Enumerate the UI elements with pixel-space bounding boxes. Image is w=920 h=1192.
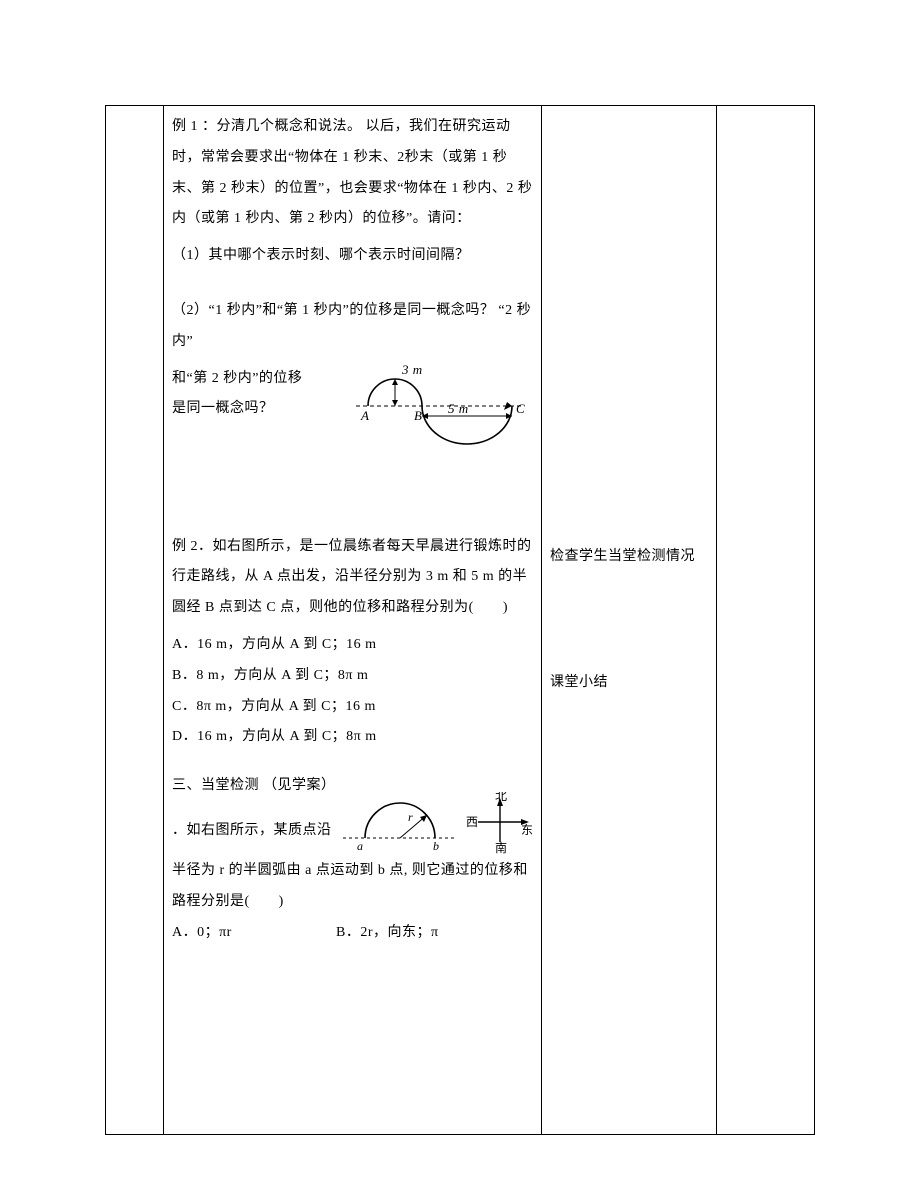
example-2-option-A: A．16 m，方向从 A 到 C；16 m [172, 630, 533, 661]
fig2-north: 北 [495, 792, 508, 803]
question-line1: ．如右图所示，某质点沿 [172, 816, 332, 847]
example-1-q2b-line1: 和“第 2 秒内”的位移 [172, 364, 302, 395]
main-content: 例 1 ：分清几个概念和说法。 以后，我们在研究运动时，常常会要求出“物体在 1… [172, 112, 533, 948]
example-2-option-B: B．8 m，方向从 A 到 C；8π m [172, 661, 533, 692]
question-option-A: A．0；πr [172, 918, 332, 949]
fig1-label-5m: 5 m [448, 401, 469, 416]
example-1-q2a: （2）“1 秒内”和“第 1 秒内”的位移是同一概念吗？ “2 秒内” [172, 296, 533, 358]
fig1-label-B: B [414, 408, 422, 423]
fig2-label-a: a [357, 839, 364, 853]
q2b-with-figure: 和“第 2 秒内”的位移 是同一概念吗？ [172, 364, 533, 444]
example-1-q2b-line2: 是同一概念吗？ [172, 394, 302, 425]
fig2-label-b: b [433, 839, 440, 853]
fig1-label-A: A [360, 408, 369, 423]
fig2-label-r: r [408, 810, 413, 824]
fig2-east: 东 [521, 823, 533, 837]
fig2-south: 南 [495, 840, 508, 854]
notes-content: 检查学生当堂检测情况 课堂小结 [550, 112, 708, 699]
example-2-intro: 例 2．如右图所示，是一位晨练者每天早晨进行锻炼时的行走路线，从 A 点出发，沿… [172, 532, 533, 624]
fig1-label-3m: 3 m [401, 362, 423, 377]
column-3-notes: 检查学生当堂检测情况 课堂小结 [542, 106, 717, 1135]
question-line1-with-figure: ．如右图所示，某质点沿 r a b [172, 802, 533, 856]
example-2-option-C: C．8π m，方向从 A 到 C；16 m [172, 692, 533, 723]
figure-2-semicircle-compass: r a b 北 南 东 西 [335, 792, 533, 867]
page: 例 1 ：分清几个概念和说法。 以后，我们在研究运动时，常常会要求出“物体在 1… [0, 0, 920, 1192]
fig2-west: 西 [466, 815, 479, 829]
column-4 [717, 106, 815, 1135]
example-1-q1: （1）其中哪个表示时刻、哪个表示时间间隔？ [172, 241, 533, 272]
note-class-summary: 课堂小结 [550, 668, 708, 699]
column-2-main: 例 1 ：分清几个概念和说法。 以后，我们在研究运动时，常常会要求出“物体在 1… [164, 106, 542, 1135]
example-2-option-D: D．16 m，方向从 A 到 C；8π m [172, 722, 533, 753]
figure-1-s-curve: 3 m 5 m A B C [348, 358, 533, 471]
column-1 [106, 106, 164, 1135]
question-option-B: B．2r，向东；π [336, 925, 439, 940]
fig1-label-C: C [516, 401, 525, 416]
note-check-students: 检查学生当堂检测情况 [550, 542, 708, 573]
example-1-intro: 例 1 ：分清几个概念和说法。 以后，我们在研究运动时，常常会要求出“物体在 1… [172, 112, 533, 235]
layout-table: 例 1 ：分清几个概念和说法。 以后，我们在研究运动时，常常会要求出“物体在 1… [105, 105, 815, 1135]
question-options-row: A．0；πr B．2r，向东；π [172, 918, 533, 949]
